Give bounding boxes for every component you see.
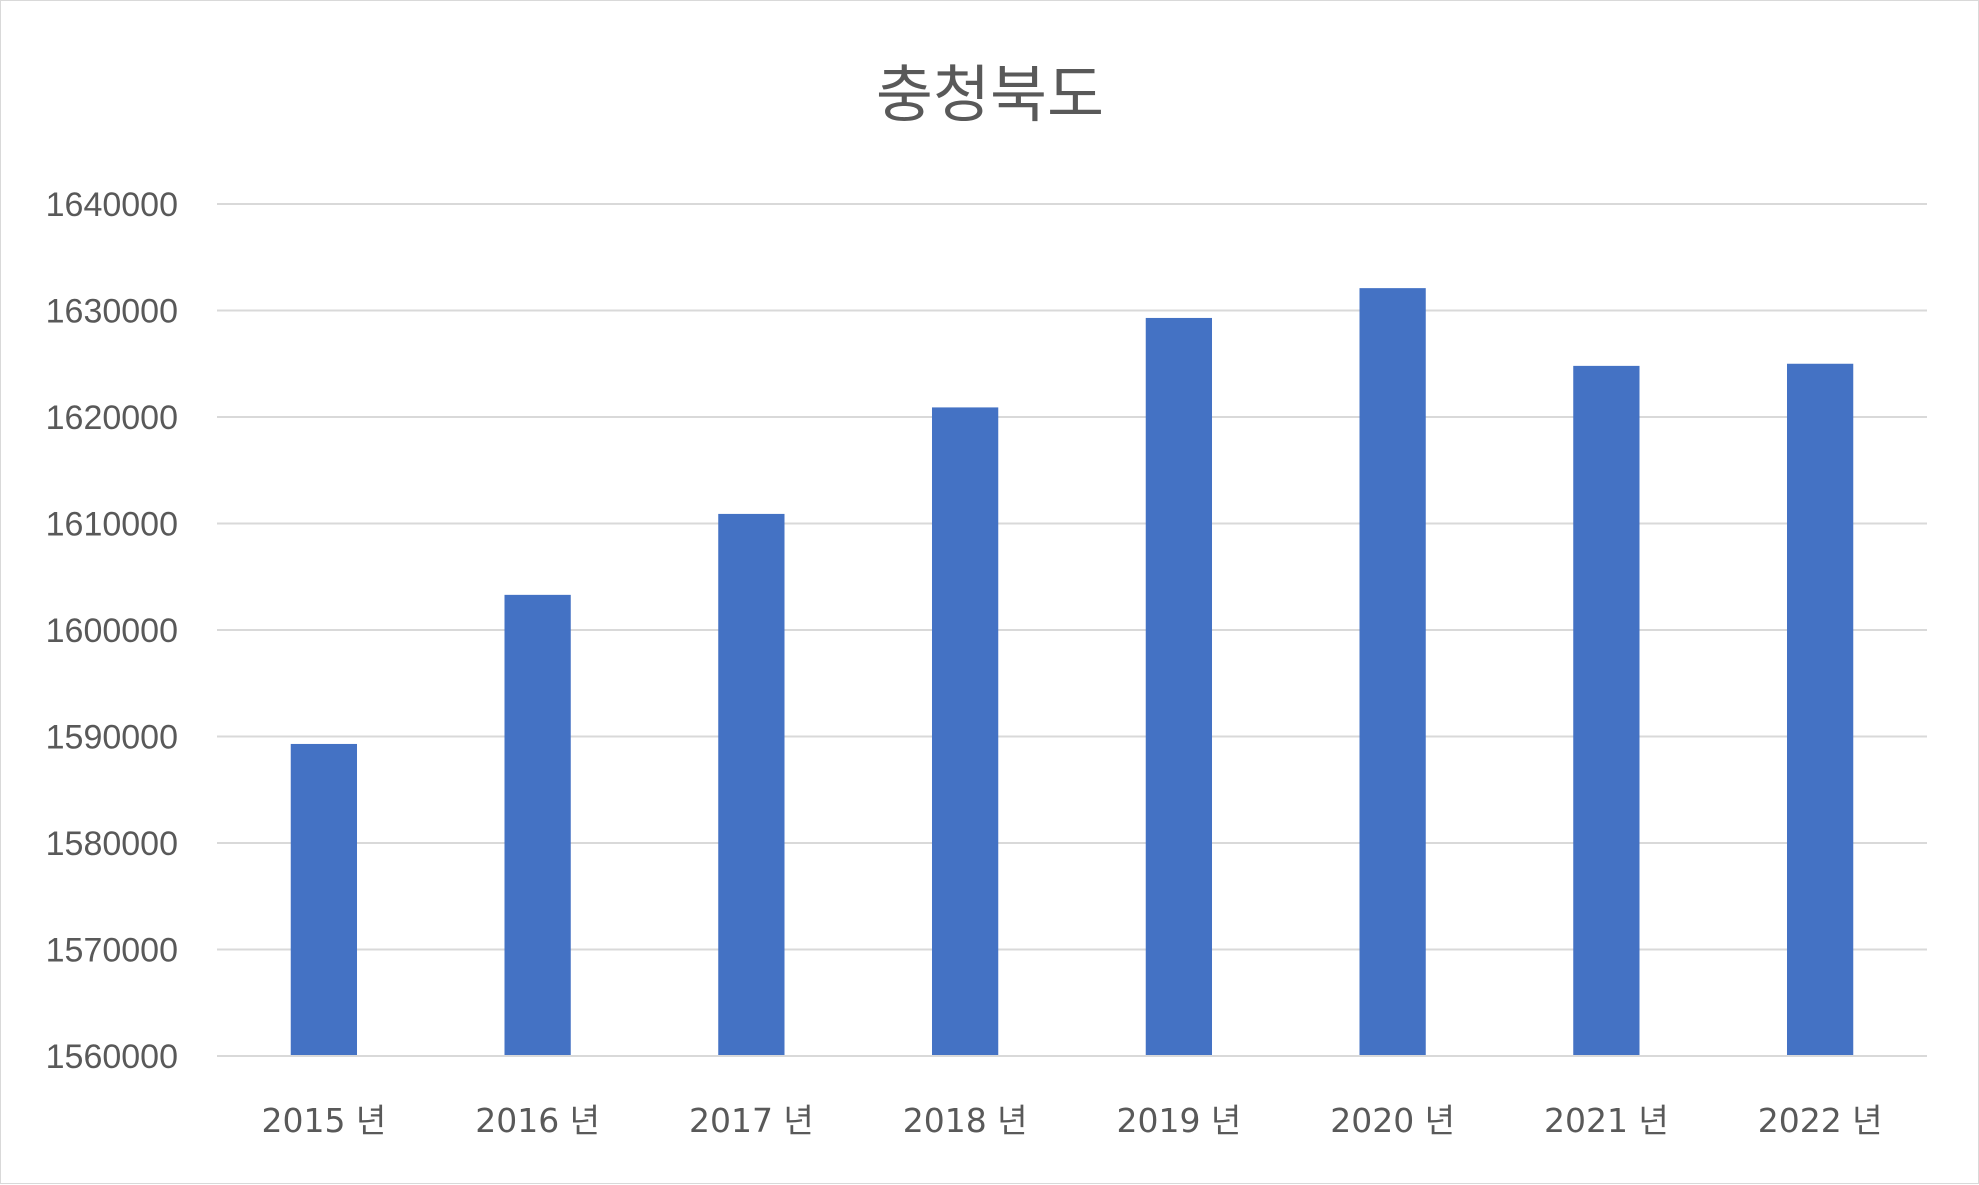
y-tick-label: 1560000: [46, 1038, 178, 1076]
x-tick-label: 2021 년: [1544, 1101, 1669, 1140]
x-tick-label: 2017 년: [689, 1101, 814, 1140]
x-tick-label: 2022 년: [1758, 1101, 1883, 1140]
y-tick-label: 1590000: [46, 719, 178, 757]
chart-title: 충청북도: [876, 58, 1104, 131]
y-tick-label: 1580000: [46, 825, 178, 863]
y-tick-label: 1630000: [46, 293, 178, 331]
bar: [718, 513, 785, 1056]
bar: [504, 594, 571, 1056]
y-tick-label: 1620000: [46, 399, 178, 437]
y-tick-label: 1640000: [46, 186, 178, 224]
y-tick-label: 1600000: [46, 612, 178, 650]
bar: [1573, 365, 1640, 1056]
bar: [931, 407, 999, 1056]
bar: [1359, 288, 1426, 1056]
y-axis-ticks: 1560000 1570000 1580000 1590000 1600000 16100…: [46, 186, 178, 1076]
bar: [290, 743, 358, 1056]
x-tick-label: 2019 년: [1116, 1101, 1241, 1140]
y-tick-label: 1570000: [46, 932, 178, 970]
x-axis-ticks: 2015 년 2016 년 2017 년 2018 년 2019 년 2020 년 2021…: [261, 1101, 1882, 1140]
x-tick-label: 2015 년: [261, 1101, 386, 1140]
bars: [290, 288, 1854, 1057]
x-tick-label: 2018 년: [903, 1101, 1028, 1140]
x-tick-label: 2020 년: [1330, 1101, 1455, 1140]
x-tick-label: 2016 년: [475, 1101, 600, 1140]
bar: [1145, 317, 1213, 1057]
gridlines: [217, 203, 1927, 951]
y-tick-label: 1610000: [46, 506, 178, 544]
bar: [1786, 363, 1854, 1056]
